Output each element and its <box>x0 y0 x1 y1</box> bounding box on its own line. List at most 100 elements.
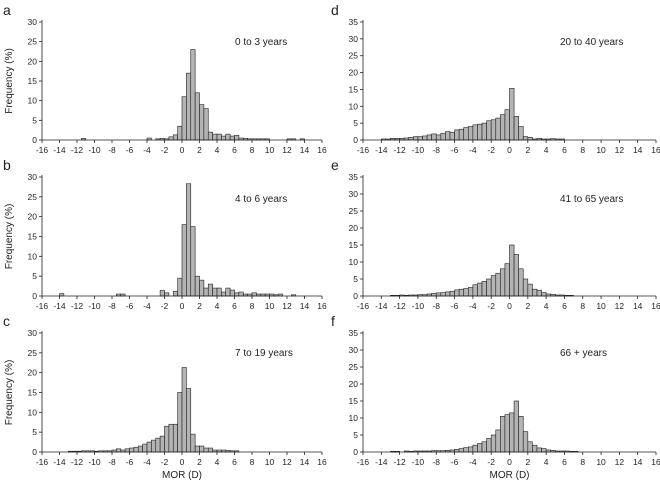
histogram-bar <box>159 435 165 453</box>
x-tick-label: -2 <box>161 145 169 155</box>
y-tick-label: 15 <box>28 76 38 86</box>
panel-letter: c <box>3 313 10 329</box>
histogram-bar <box>229 289 235 297</box>
histogram-bar <box>186 388 192 453</box>
histogram-bar <box>124 448 130 453</box>
x-tick-label: -14 <box>375 145 388 155</box>
panel-letter: a <box>3 2 11 18</box>
x-tick-label: -14 <box>53 301 66 311</box>
x-tick-label: 8 <box>580 457 585 467</box>
x-tick-label: -10 <box>88 301 101 311</box>
histogram-bar <box>467 287 474 297</box>
x-tick-label: 2 <box>525 457 530 467</box>
histogram-bar <box>435 134 442 141</box>
histogram-bar <box>177 125 183 141</box>
histogram-bar <box>116 448 122 453</box>
x-tick-label: -10 <box>88 457 101 467</box>
histogram-bar <box>221 291 227 297</box>
histogram-bar <box>541 448 547 453</box>
x-tick-label: -16 <box>357 301 370 311</box>
histogram-bar <box>225 287 231 297</box>
histogram-bar <box>172 134 178 141</box>
histogram-bar <box>500 114 506 141</box>
x-tick-label: 8 <box>250 145 255 155</box>
y-tick-label: 30 <box>28 172 38 182</box>
y-tick-label: 15 <box>349 396 359 406</box>
histogram-bar <box>190 49 196 141</box>
histogram-bar <box>477 123 483 141</box>
x-tick-label: 6 <box>562 145 567 155</box>
x-tick-label: 14 <box>633 145 643 155</box>
x-tick-label: 16 <box>651 457 660 467</box>
histogram-bar <box>203 287 209 297</box>
panel-e: 0 5 10 15 20 25 30 35 -16 -14 -12 -10 -8 -6 -4 -2 0 2 4 6 8 1… <box>331 157 660 311</box>
histogram-bar <box>463 447 469 453</box>
x-tick-label: -8 <box>108 145 116 155</box>
y-tick-label: 20 <box>349 68 359 78</box>
histogram-bar <box>509 412 515 453</box>
x-tick-label: 4 <box>544 301 549 311</box>
y-tick-label: 20 <box>28 368 38 378</box>
histogram-bar <box>137 445 143 453</box>
histogram-bar <box>181 96 187 141</box>
age-group-label: 4 to 6 years <box>235 194 287 205</box>
x-tick-label: -14 <box>53 145 66 155</box>
histogram-bar <box>486 438 492 453</box>
x-tick-label: -16 <box>357 457 370 467</box>
x-tick-label: 14 <box>300 457 310 467</box>
x-tick-label: -16 <box>36 145 49 155</box>
age-group-label: 0 to 3 years <box>235 37 287 48</box>
histogram-bar <box>212 287 218 297</box>
y-tick-label: 0 <box>32 291 37 301</box>
histogram-bar <box>234 134 240 141</box>
histogram-bar <box>155 437 161 453</box>
histogram-bar <box>229 135 235 141</box>
y-tick-label: 25 <box>349 51 359 61</box>
x-tick-label: -16 <box>36 457 49 467</box>
histogram-bar <box>495 429 501 453</box>
panel-letter: b <box>3 157 11 173</box>
y-tick-label: 5 <box>32 427 37 437</box>
histogram-bar <box>490 119 497 141</box>
histogram-bar <box>477 443 483 453</box>
x-tick-label: -16 <box>36 301 49 311</box>
x-tick-label: 12 <box>282 457 292 467</box>
y-tick-label: 25 <box>28 37 38 47</box>
histogram-bar <box>203 447 209 453</box>
y-tick-label: 0 <box>32 135 37 145</box>
histogram-bar <box>504 263 510 297</box>
histogram-bar <box>199 445 205 453</box>
x-tick-label: 14 <box>300 145 310 155</box>
histogram-bar <box>431 292 437 297</box>
histogram-bar <box>513 116 519 141</box>
histogram-bar <box>194 92 200 141</box>
histogram-bar <box>207 283 213 297</box>
x-tick-label: 16 <box>317 145 327 155</box>
x-tick-label: 12 <box>282 145 292 155</box>
histogram-bar <box>234 292 240 297</box>
histogram-bar <box>216 133 222 141</box>
histogram-bar <box>522 431 529 453</box>
histogram-bar <box>490 275 497 297</box>
x-tick-label: -12 <box>393 457 406 467</box>
x-tick-label: -4 <box>143 145 151 155</box>
y-tick-label: 20 <box>28 212 38 222</box>
x-tick-label: 10 <box>596 457 606 467</box>
histogram-bar <box>431 133 437 141</box>
x-tick-label: 8 <box>250 301 255 311</box>
age-group-label: 41 to 65 years <box>560 194 623 205</box>
panel-letter: f <box>331 313 335 329</box>
histogram-bar <box>454 129 460 141</box>
x-tick-label: -12 <box>71 457 84 467</box>
y-tick-label: 15 <box>28 232 38 242</box>
x-tick-label: -6 <box>126 457 134 467</box>
x-tick-label: -4 <box>469 145 477 155</box>
histogram-bar <box>527 137 533 141</box>
y-tick-label: 15 <box>349 240 359 250</box>
histogram-bar <box>532 444 538 453</box>
histogram-bar <box>251 292 257 297</box>
age-group-label: 66 + years <box>560 348 607 359</box>
histogram-bar <box>422 135 428 141</box>
histogram-bar <box>194 275 200 297</box>
